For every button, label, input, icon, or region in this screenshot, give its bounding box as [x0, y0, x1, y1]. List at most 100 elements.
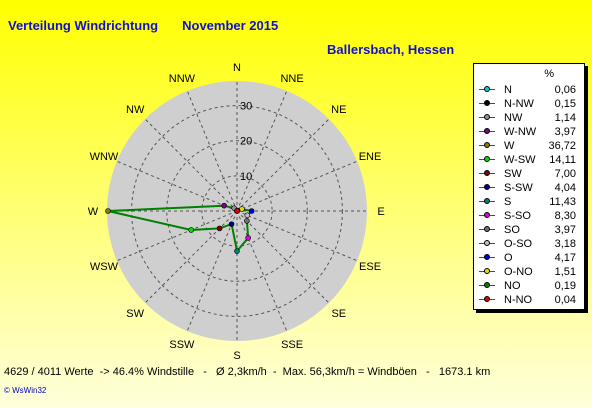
direction-label-nw: NW	[126, 104, 145, 116]
spoke-wsw	[116, 210, 238, 262]
legend-swatch	[479, 226, 495, 234]
ring-20	[166, 140, 308, 282]
legend-value: 1,14	[554, 112, 576, 124]
ring-label-10: 10	[240, 171, 252, 183]
legend-label: W-NW	[504, 126, 537, 138]
legend-value: 8,30	[554, 210, 576, 222]
direction-label-ssw: SSW	[169, 339, 195, 351]
data-point-w-sw	[188, 227, 194, 233]
legend-label: N-NW	[504, 98, 534, 110]
legend-label: W-SW	[504, 154, 536, 166]
legend-item: NW 1,14	[474, 111, 584, 126]
legend-label: N-NO	[504, 294, 533, 306]
spoke-ene	[236, 160, 358, 212]
legend-item: W 36,72	[474, 139, 584, 154]
legend-item: SW 7,00	[474, 167, 584, 182]
spoke-nw	[144, 118, 238, 212]
legend-swatch	[479, 212, 495, 220]
title-text: Verteilung Windrichtung	[8, 18, 159, 33]
legend-value: 3,97	[554, 224, 576, 236]
legend-swatch	[479, 254, 495, 262]
legend-label: O-SO	[504, 238, 533, 250]
data-point-o	[248, 208, 255, 214]
legend-value: 0,06	[554, 84, 576, 96]
legend-label: SO	[504, 224, 520, 236]
legend-swatch	[479, 170, 495, 178]
legend-swatch	[479, 100, 495, 108]
legend-label: N	[504, 84, 512, 96]
legend-swatch	[479, 142, 495, 150]
legend-value: 1,51	[554, 266, 576, 278]
legend-value: 11,43	[549, 196, 576, 208]
legend-value: 0,19	[554, 280, 576, 292]
data-point-sw	[216, 225, 223, 232]
legend-swatch	[479, 114, 495, 122]
data-point-so	[244, 218, 250, 224]
legend-label: S-SW	[504, 182, 533, 194]
direction-label-ese: ESE	[359, 261, 381, 273]
legend-value: 3,97	[554, 126, 576, 138]
legend-item: S-SW 4,04	[474, 181, 584, 196]
direction-label-n: N	[233, 62, 241, 74]
data-point-s-so	[245, 235, 251, 241]
legend-label: O	[504, 252, 513, 264]
copyright: © WsWin32	[4, 386, 47, 395]
legend-label: S-SO	[504, 210, 531, 222]
spoke-ese	[236, 210, 358, 262]
legend-item: S-SO 8,30	[474, 209, 584, 224]
legend-item: S 11,43	[474, 195, 584, 210]
legend-value: 3,18	[554, 238, 576, 250]
legend-unit: %	[544, 68, 554, 80]
legend-swatch	[479, 296, 495, 304]
direction-label-ene: ENE	[359, 151, 382, 163]
footer-stats: 4629 / 4011 Werte -> 46.4% Windstille - …	[4, 366, 491, 378]
legend-item: O 4,17	[474, 251, 584, 266]
legend-swatch	[479, 268, 495, 276]
ring-label-20: 20	[240, 136, 252, 148]
legend-item: SO 3,97	[474, 223, 584, 238]
legend-swatch	[479, 282, 495, 290]
direction-label-sse: SSE	[281, 339, 303, 351]
legend-value: 4,04	[554, 182, 576, 194]
legend-swatch	[479, 86, 495, 94]
legend-item: O-NO 1,51	[474, 265, 584, 280]
ring-label-30: 30	[240, 101, 252, 113]
legend-item: NO 0,19	[474, 279, 584, 294]
legend-swatch	[479, 240, 495, 248]
legend-value: 36,72	[548, 140, 576, 152]
legend-label: NO	[504, 280, 521, 292]
data-point-w-nw	[221, 202, 227, 209]
direction-label-nne: NNE	[280, 73, 303, 85]
data-point-o-so	[244, 212, 251, 219]
period-text: November 2015	[182, 18, 279, 33]
location-label: Ballersbach, Hessen	[327, 42, 455, 57]
spoke-sw	[144, 210, 238, 304]
spoke-sse	[236, 210, 288, 332]
legend-label: O-NO	[504, 266, 533, 278]
data-point-n-no	[234, 208, 240, 214]
direction-label-ne: NE	[331, 104, 346, 116]
legend-label: SW	[504, 168, 522, 180]
legend-value: 14,11	[549, 154, 576, 166]
legend-label: S	[504, 196, 512, 208]
data-point-s-sw	[228, 221, 235, 227]
legend-value: 0,15	[554, 98, 576, 110]
legend-label: NW	[504, 112, 523, 124]
direction-label-nnw: NNW	[169, 73, 196, 85]
spoke-ne	[236, 118, 330, 212]
legend-item: N 0,06	[474, 83, 584, 98]
spoke-se	[236, 210, 330, 304]
ring-30	[131, 105, 343, 317]
legend-item: O-SO 3,18	[474, 237, 584, 252]
direction-label-wnw: WNW	[90, 151, 119, 163]
data-point-s	[234, 248, 240, 254]
spoke-nne	[236, 90, 288, 212]
legend-item: N-NW 0,15	[474, 97, 584, 112]
direction-label-se: SE	[331, 308, 346, 320]
legend-item: W-SW 14,11	[474, 153, 584, 168]
data-point-w	[105, 208, 111, 214]
legend-swatch	[479, 156, 495, 164]
legend-label: W	[504, 140, 515, 152]
